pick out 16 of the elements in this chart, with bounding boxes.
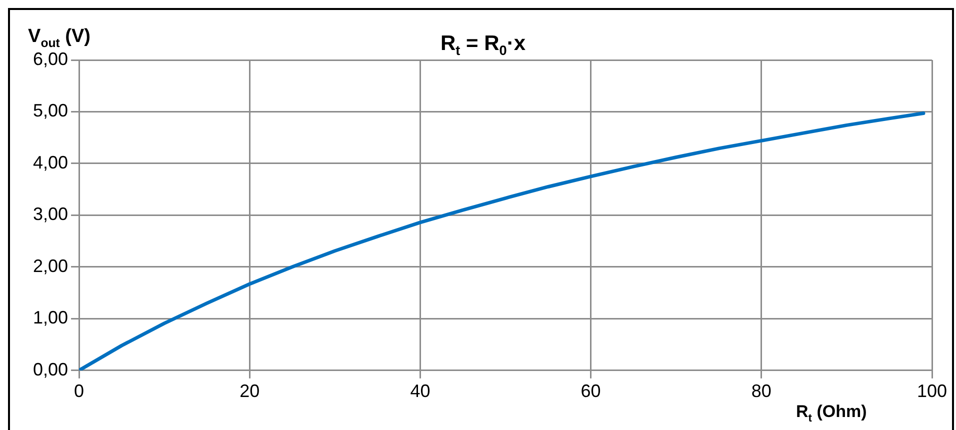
y-tick-label: 0,00 (32, 359, 68, 380)
y-tick-label: 4,00 (32, 152, 68, 172)
x-tick-label: 20 (240, 381, 260, 402)
y-tick-label: 3,00 (32, 204, 68, 224)
x-axis-title: R$_{t}$ (Ohm) (796, 402, 867, 424)
chart-title: R$_{t}$ = R$_{0}$·x (440, 32, 526, 58)
y-tick-label: 5,00 (32, 100, 68, 121)
x-tick-label: 40 (410, 381, 430, 402)
x-tick-label: 80 (751, 381, 772, 402)
y-axis-title: V$_{out}$ (V) (28, 26, 90, 50)
x-tick-label: 100 (916, 381, 948, 402)
y-tick-label: 1,00 (32, 308, 68, 328)
y-tick-label: 2,00 (32, 256, 68, 276)
x-tick-label: 60 (580, 381, 601, 402)
y-tick-label: 6,00 (32, 48, 68, 69)
x-tick-label: 0 (74, 381, 84, 402)
